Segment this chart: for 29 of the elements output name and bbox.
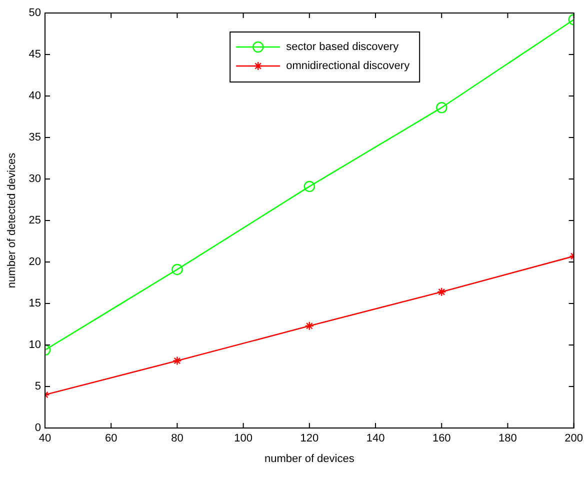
y-tick-label: 10 bbox=[28, 339, 41, 352]
x-tick-label: 60 bbox=[104, 432, 118, 445]
legend-label: sector based discovery bbox=[286, 41, 400, 54]
x-tick-label: 120 bbox=[300, 432, 319, 445]
y-tick-label: 25 bbox=[28, 214, 41, 227]
y-tick-label: 45 bbox=[28, 48, 41, 61]
point bbox=[437, 287, 446, 296]
point bbox=[172, 356, 182, 366]
legend-label: omnidirectional discovery bbox=[286, 60, 410, 72]
y-tick-label: 35 bbox=[28, 132, 41, 144]
y-tick-label: 50 bbox=[28, 7, 41, 20]
point bbox=[436, 102, 448, 114]
point bbox=[304, 321, 314, 331]
x-tick-label: 160 bbox=[432, 432, 451, 445]
y-tick-label: 5 bbox=[34, 380, 41, 393]
x-tick-label: 200 bbox=[564, 432, 584, 445]
point bbox=[172, 264, 183, 276]
y-tick-label: 40 bbox=[28, 90, 41, 102]
y-tick-label: 30 bbox=[28, 173, 41, 186]
x-tick-label: 100 bbox=[234, 432, 252, 445]
y-axis-title: number of detected devices bbox=[6, 152, 18, 288]
x-tick-label: 80 bbox=[171, 432, 184, 445]
y-tick-label: 0 bbox=[34, 422, 41, 434]
y-tick-label: 20 bbox=[28, 256, 41, 268]
x-tick-label: 140 bbox=[366, 432, 385, 445]
x-tick-label: 180 bbox=[498, 432, 517, 445]
y-tick-label: 15 bbox=[28, 298, 41, 310]
x-axis-title: number of devices bbox=[264, 453, 355, 466]
point bbox=[304, 180, 316, 192]
